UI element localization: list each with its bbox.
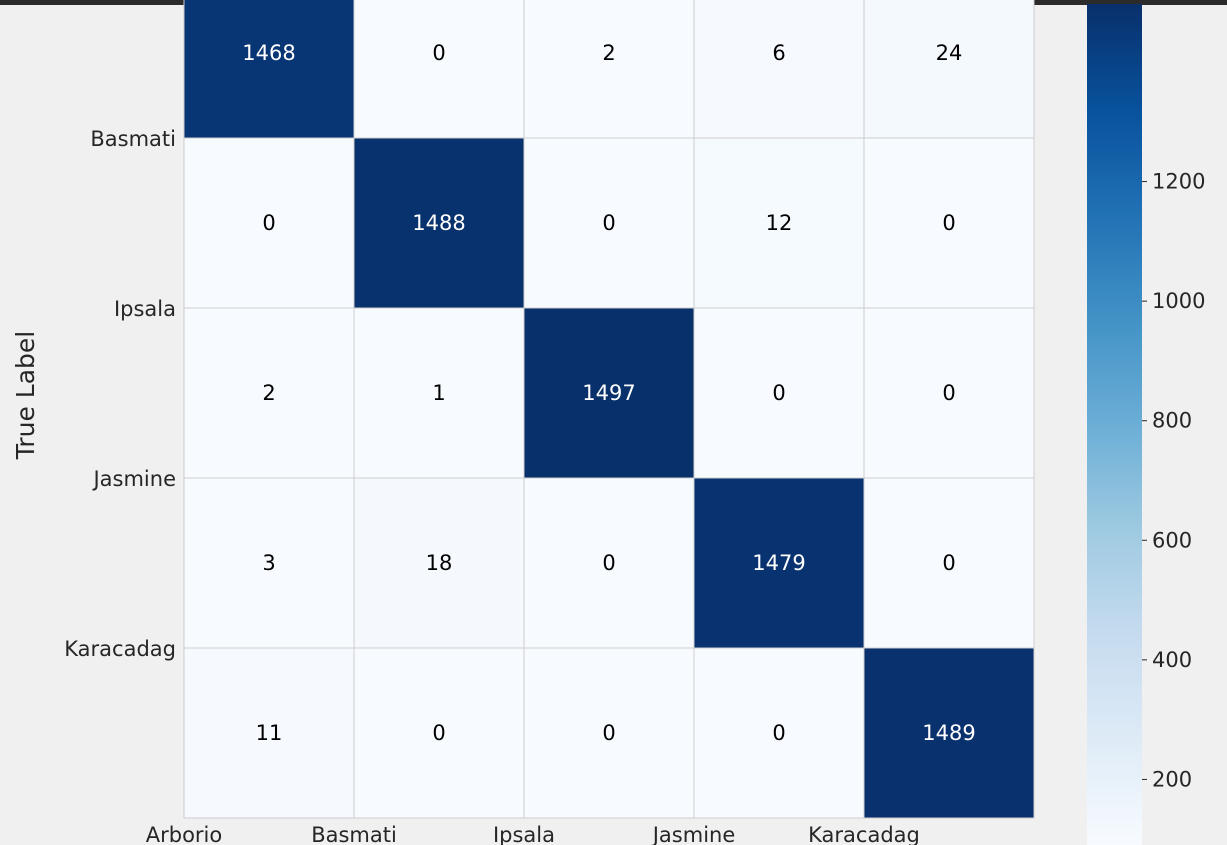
heatmap-cell-r4-c0 [183, 647, 355, 819]
heatmap-value-r1-c1: 1488 [412, 211, 465, 235]
heatmap-value-r0-c0: 1468 [242, 41, 295, 65]
heatmap-value-r3-c2: 0 [602, 551, 615, 575]
y-tick-label-0: Basmati [90, 127, 176, 151]
heatmap-cell-r0-c1 [353, 0, 525, 139]
x-tick-label-3: Jasmine [651, 823, 736, 845]
colorbar-tick-label-2: 800 [1152, 409, 1192, 433]
heatmap-cell-r2-c3 [693, 307, 865, 479]
heatmap-cell-r0-c0 [183, 0, 355, 139]
colorbar-tick-label-4: 400 [1152, 648, 1192, 672]
heatmap-value-r0-c1: 0 [432, 41, 445, 65]
heatmap-cell-r3-c0 [183, 477, 355, 649]
y-tick-label-3: Karacadag [64, 637, 176, 661]
heatmap-cell-r4-c1 [353, 647, 525, 819]
heatmap-cell-r3-c2 [523, 477, 695, 649]
x-tick-label-2: Ipsala [493, 823, 555, 845]
heatmap-cell-r3-c1 [353, 477, 525, 649]
x-axis-ticks: Arborio Basmati Ipsala Jasmine Karacadag [146, 823, 920, 845]
heatmap-value-r2-c1: 1 [432, 381, 445, 405]
y-tick-label-1: Ipsala [114, 297, 176, 321]
heatmap-value-r0-c3: 6 [772, 41, 785, 65]
colorbar-tick-label-1: 1000 [1152, 289, 1205, 313]
heatmap-value-r3-c4: 0 [942, 551, 955, 575]
heatmap-value-r3-c3: 1479 [752, 551, 805, 575]
heatmap-cell-r1-c3 [693, 137, 865, 309]
heatmap-value-r4-c2: 0 [602, 721, 615, 745]
x-tick-label-4: Karacadag [808, 823, 920, 845]
heatmap-value-r2-c0: 2 [262, 381, 275, 405]
heatmap-value-r1-c0: 0 [262, 211, 275, 235]
y-axis-ticks: Basmati Ipsala Jasmine Karacadag [64, 127, 176, 661]
heatmap-cell-r3-c4 [863, 477, 1035, 649]
heatmap-value-r1-c4: 0 [942, 211, 955, 235]
heatmap-cell-r2-c2 [523, 307, 695, 479]
colorbar-tick-label-0: 1200 [1152, 170, 1205, 194]
heatmap-cell-r0-c4 [863, 0, 1035, 139]
colorbar-tick-label-5: 200 [1152, 767, 1192, 791]
heatmap-value-r2-c2: 1497 [582, 381, 635, 405]
heatmap-value-r1-c3: 12 [766, 211, 793, 235]
heatmap-cells [183, 0, 1035, 819]
x-tick-label-0: Arborio [146, 823, 223, 845]
heatmap-cell-r1-c1 [353, 137, 525, 309]
heatmap-value-r2-c3: 0 [772, 381, 785, 405]
heatmap-cell-r0-c2 [523, 0, 695, 139]
heatmap-value-r2-c4: 0 [942, 381, 955, 405]
x-tick-label-1: Basmati [311, 823, 397, 845]
heatmap-value-r4-c0: 11 [256, 721, 283, 745]
y-tick-label-2: Jasmine [91, 467, 176, 491]
colorbar-ticks: 1200 1000 800 600 400 200 [1142, 170, 1205, 791]
heatmap-cell-r2-c4 [863, 307, 1035, 479]
heatmap-value-r0-c2: 2 [602, 41, 615, 65]
colorbar [1087, 4, 1142, 845]
heatmap-value-r1-c2: 0 [602, 211, 615, 235]
colorbar-tick-label-3: 600 [1152, 528, 1192, 552]
heatmap-cell-r0-c3 [693, 0, 865, 139]
heatmap-value-r3-c0: 3 [262, 551, 275, 575]
heatmap-cell-r4-c4 [863, 647, 1035, 819]
heatmap-cell-r1-c0 [183, 137, 355, 309]
heatmap-value-r3-c1: 18 [426, 551, 453, 575]
heatmap-value-r4-c1: 0 [432, 721, 445, 745]
y-axis-title: True Label [11, 331, 40, 461]
heatmap-cell-labels: 1468 0 2 6 24 0 1488 0 12 0 2 1 1497 0 0 3 18 0 1479 0 11 0 0 0… [242, 41, 975, 745]
heatmap-cell-r4-c3 [693, 647, 865, 819]
heatmap-value-r0-c4: 24 [936, 41, 963, 65]
heatmap-value-r4-c3: 0 [772, 721, 785, 745]
heatmap-cell-r4-c2 [523, 647, 695, 819]
heatmap-value-r4-c4: 1489 [922, 721, 975, 745]
